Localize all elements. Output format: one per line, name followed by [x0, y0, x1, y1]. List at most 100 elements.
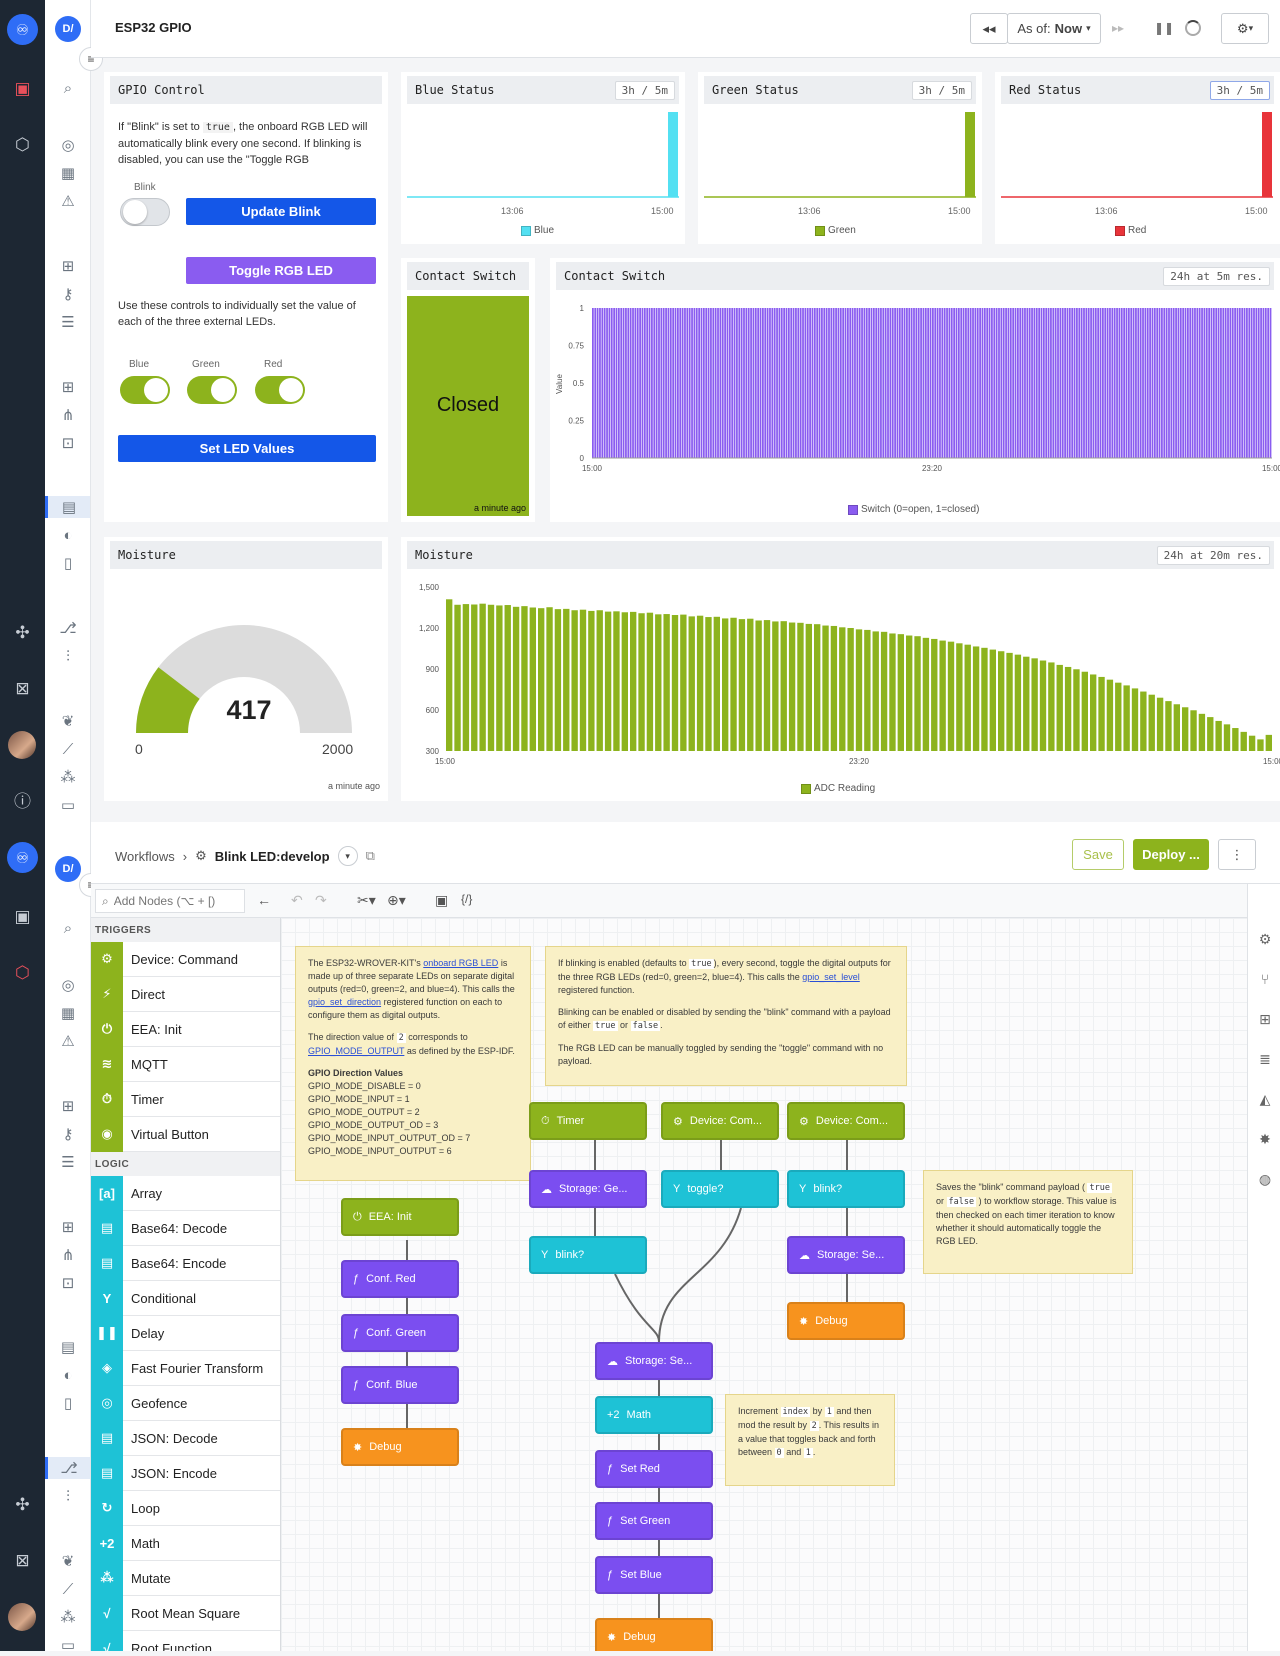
- node-timer[interactable]: ⏱ Timer: [529, 1102, 647, 1140]
- key-icon-bottom[interactable]: ⚷: [62, 1126, 74, 1143]
- update-blink-button[interactable]: Update Blink: [186, 198, 376, 225]
- chart-icon[interactable]: ◭: [1259, 1090, 1271, 1107]
- zoom-icon[interactable]: ⊕▾: [387, 892, 406, 908]
- chip-icon[interactable]: ⊞: [61, 258, 75, 275]
- bug-icon[interactable]: ✸: [1259, 1130, 1271, 1147]
- cube-icon[interactable]: ⬡: [15, 135, 30, 154]
- sliders-icon[interactable]: ⫶: [66, 647, 70, 665]
- book-icon[interactable]: ▯: [63, 555, 73, 572]
- dashboards-icon[interactable]: ▤: [45, 496, 90, 518]
- set-led-values-button[interactable]: Set LED Values: [118, 435, 376, 462]
- alert-icon[interactable]: ⚠: [61, 193, 75, 210]
- folder-icon[interactable]: ▭: [60, 797, 76, 814]
- palette-item[interactable]: ⏻ EEA: Init: [91, 1011, 280, 1047]
- node-storage-get[interactable]: ☁ Storage: Ge...: [529, 1170, 647, 1208]
- node-device-command-2[interactable]: ⚙ Device: Com...: [787, 1102, 905, 1140]
- calendar-icon-bottom[interactable]: ▦: [60, 1005, 76, 1022]
- workflow-icon[interactable]: ⎇: [59, 620, 77, 637]
- search-icon-bottom[interactable]: ⌕: [63, 919, 73, 937]
- user-badge[interactable]: D/: [55, 16, 81, 42]
- redo-icon[interactable]: ↷: [315, 892, 327, 908]
- cube-icon-bottom[interactable]: ⬡: [15, 963, 30, 982]
- tree-icon[interactable]: ⋔: [61, 407, 75, 424]
- sliders-icon-bottom[interactable]: ⫶: [66, 1487, 70, 1505]
- palette-item[interactable]: ⚡ Direct: [91, 976, 280, 1012]
- overview-icon[interactable]: ◎: [61, 137, 75, 154]
- palette-item[interactable]: ⚙ Device: Command: [91, 941, 280, 977]
- users-icon[interactable]: ⁂: [60, 769, 76, 786]
- more-options-button[interactable]: ⋮: [1218, 839, 1256, 870]
- logo-icon[interactable]: ♾: [7, 14, 38, 45]
- avatar[interactable]: [8, 731, 36, 759]
- compass-icon-bottom[interactable]: ◐: [63, 1366, 73, 1384]
- dashboards-icon-bottom[interactable]: ▤: [60, 1339, 76, 1356]
- dashboard-icon-bottom[interactable]: ▣: [14, 907, 31, 926]
- red-led-toggle[interactable]: [255, 376, 305, 404]
- node-set-green[interactable]: ƒ Set Green: [595, 1502, 713, 1540]
- compass-icon[interactable]: ◐: [63, 526, 73, 544]
- folder-icon-bottom[interactable]: ▭: [60, 1637, 76, 1654]
- comment-icon[interactable]: ▣: [435, 892, 449, 908]
- grid-icon[interactable]: ⊞: [61, 379, 75, 396]
- palette-item[interactable]: ◈ Fast Fourier Transform: [91, 1350, 280, 1386]
- as-of-dropdown[interactable]: As of: Now ▾: [1007, 13, 1101, 44]
- alert-icon-bottom[interactable]: ⚠: [61, 1033, 75, 1050]
- network-icon[interactable]: ✣: [15, 623, 30, 642]
- key-icon[interactable]: ⚷: [62, 286, 74, 303]
- palette-item[interactable]: ▤ JSON: Decode: [91, 1420, 280, 1456]
- spinner-icon[interactable]: [1185, 20, 1201, 36]
- toggle-rgb-button[interactable]: Toggle RGB LED: [186, 257, 376, 284]
- node-conf-blue[interactable]: ƒ Conf. Blue: [341, 1366, 459, 1404]
- calendar-icon[interactable]: ▦: [60, 165, 76, 182]
- node-math[interactable]: +2 Math: [595, 1396, 713, 1434]
- avatar-bottom[interactable]: [8, 1603, 36, 1631]
- workflow-version-dropdown[interactable]: ▾: [337, 846, 358, 866]
- palette-item[interactable]: ▤ JSON: Encode: [91, 1455, 280, 1491]
- palette-item[interactable]: √ Root Function: [91, 1630, 280, 1651]
- undo-icon[interactable]: ↶: [291, 892, 303, 908]
- palette-item[interactable]: +2 Math: [91, 1525, 280, 1561]
- widget-icon-bottom[interactable]: ⊡: [61, 1275, 75, 1292]
- pause-icon[interactable]: ❚❚: [1154, 21, 1175, 35]
- settings-button[interactable]: ⚙ ▾: [1221, 13, 1269, 44]
- leaf-icon[interactable]: ❦: [61, 713, 75, 730]
- help-icon[interactable]: ⓘ: [14, 791, 31, 811]
- rewind-button[interactable]: ◂◂: [970, 13, 1008, 44]
- palette-item[interactable]: ⁂ Mutate: [91, 1560, 280, 1596]
- palette-item[interactable]: √ Root Mean Square: [91, 1595, 280, 1631]
- dashboard-icon[interactable]: ▣: [14, 79, 31, 98]
- add-nodes-input[interactable]: [113, 894, 234, 908]
- sandbox-icon-bottom[interactable]: ⊠: [15, 1551, 30, 1570]
- save-button[interactable]: Save: [1072, 839, 1124, 870]
- palette-item[interactable]: ⏱ Timer: [91, 1081, 280, 1117]
- note-math[interactable]: Increment index by 1 and then mod the re…: [725, 1394, 895, 1486]
- network-icon-bottom[interactable]: ✣: [15, 1495, 30, 1514]
- copy-icon[interactable]: ⧉: [365, 848, 375, 863]
- user-badge-bottom[interactable]: D/: [55, 856, 81, 882]
- node-set-red[interactable]: ƒ Set Red: [595, 1450, 713, 1488]
- node-storage-set-2[interactable]: ☁ Storage: Se...: [787, 1236, 905, 1274]
- back-arrow-icon[interactable]: ←: [257, 892, 271, 908]
- tree-icon-bottom[interactable]: ⋔: [61, 1247, 75, 1264]
- palette-item[interactable]: [a] Array: [91, 1175, 280, 1211]
- note-gpio-setup[interactable]: The ESP32-WROVER-KIT's onboard RGB LED i…: [295, 946, 531, 1181]
- palette-item[interactable]: ▤ Base64: Decode: [91, 1210, 280, 1246]
- workflow-canvas[interactable]: The ESP32-WROVER-KIT's onboard RGB LED i…: [281, 918, 1247, 1651]
- node-conf-green[interactable]: ƒ Conf. Green: [341, 1314, 459, 1352]
- note-blink-storage[interactable]: Saves the "blink" command payload ( true…: [923, 1170, 1133, 1274]
- log-icon[interactable]: ☰: [61, 314, 75, 331]
- globe-icon[interactable]: ◍: [1258, 1170, 1272, 1187]
- book-icon-bottom[interactable]: ▯: [63, 1395, 73, 1412]
- code-block-icon[interactable]: {/}: [461, 892, 473, 906]
- node-debug-2[interactable]: ✸ Debug: [787, 1302, 905, 1340]
- sandbox-icon[interactable]: ⊠: [15, 679, 30, 698]
- gear-icon[interactable]: ⚙: [1258, 930, 1272, 947]
- breadcrumb-workflows[interactable]: Workflows: [115, 848, 175, 864]
- palette-item[interactable]: ◎ Geofence: [91, 1385, 280, 1421]
- node-device-command-1[interactable]: ⚙ Device: Com...: [661, 1102, 779, 1140]
- palette-item[interactable]: ≋ MQTT: [91, 1046, 280, 1082]
- node-eea-init[interactable]: ⏻ EEA: Init: [341, 1198, 459, 1236]
